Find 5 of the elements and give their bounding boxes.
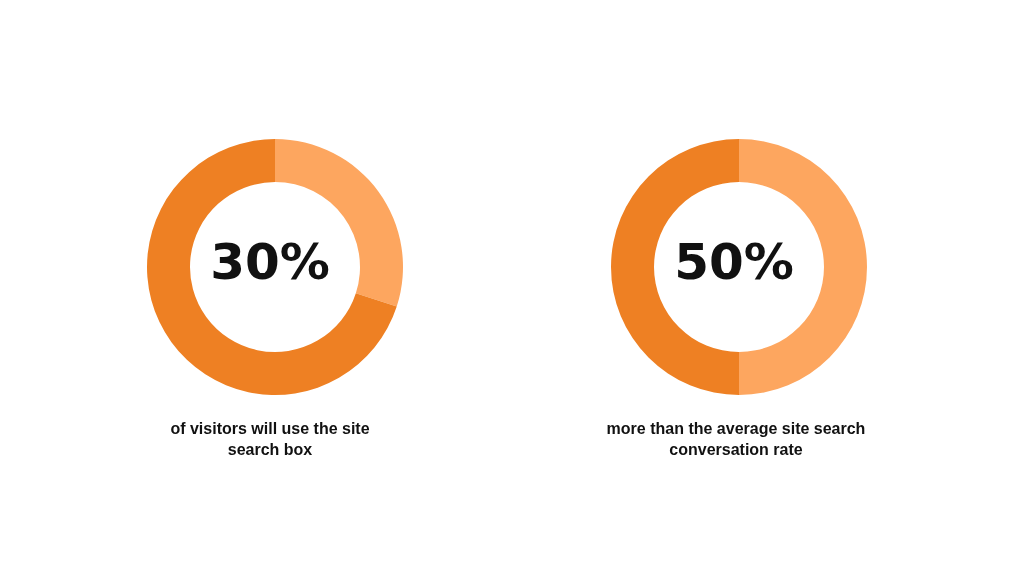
- text: more than the average site search conversation rate: [605, 419, 867, 460]
- text: of visitors will use the site search box: [170, 419, 370, 460]
- text: 50%: [673, 232, 795, 293]
- donut-slice: [147, 139, 397, 395]
- text: 30%: [209, 232, 331, 293]
